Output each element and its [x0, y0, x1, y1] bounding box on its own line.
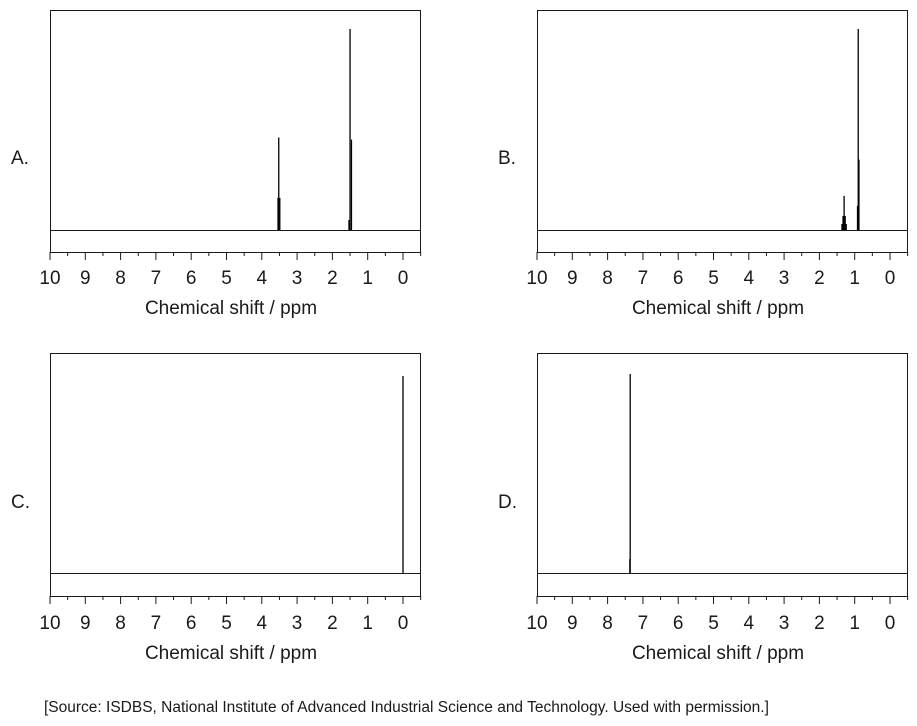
x-tick-label-d-2: 8: [602, 613, 613, 634]
x-tick-label-c-7: 3: [292, 613, 303, 634]
x-tick-label-a-5: 5: [221, 268, 232, 289]
x-tick-label-d-0: 10: [526, 613, 547, 634]
x-tick-label-b-6: 4: [744, 268, 755, 289]
x-tick-label-d-7: 3: [779, 613, 790, 634]
x-tick-label-b-9: 1: [849, 268, 860, 289]
x-tick-label-b-4: 6: [673, 268, 684, 289]
x-tick-label-a-2: 8: [115, 268, 126, 289]
x-tick-label-b-7: 3: [779, 268, 790, 289]
x-tick-label-b-3: 7: [638, 268, 649, 289]
x-tick-label-d-9: 1: [849, 613, 860, 634]
x-tick-label-c-8: 2: [327, 613, 338, 634]
x-tick-label-b-10: 0: [885, 268, 896, 289]
x-tick-label-a-0: 10: [39, 268, 60, 289]
panel-label-a: A.: [11, 148, 29, 169]
x-tick-label-d-3: 7: [638, 613, 649, 634]
x-tick-label-a-8: 2: [327, 268, 338, 289]
source-note: [Source: ISDBS, National Institute of Ad…: [44, 699, 769, 716]
x-tick-label-d-4: 6: [673, 613, 684, 634]
x-tick-label-a-7: 3: [292, 268, 303, 289]
x-tick-label-d-6: 4: [744, 613, 755, 634]
x-tick-label-a-3: 7: [151, 268, 162, 289]
panel-label-b: B.: [498, 148, 516, 169]
x-tick-label-a-9: 1: [362, 268, 373, 289]
x-tick-label-c-0: 10: [39, 613, 60, 634]
x-tick-label-d-10: 0: [885, 613, 896, 634]
plot-frame-a: [50, 10, 421, 253]
plot-frame-b: [537, 10, 908, 253]
x-tick-label-b-0: 10: [526, 268, 547, 289]
x-tick-label-c-6: 4: [257, 613, 268, 634]
x-tick-label-d-8: 2: [814, 613, 825, 634]
x-tick-label-a-4: 6: [186, 268, 197, 289]
x-tick-label-c-4: 6: [186, 613, 197, 634]
x-tick-label-c-3: 7: [151, 613, 162, 634]
panel-label-c: C.: [11, 492, 30, 513]
x-tick-label-d-5: 5: [708, 613, 719, 634]
x-tick-label-c-1: 9: [80, 613, 91, 634]
x-tick-label-c-10: 0: [398, 613, 409, 634]
x-tick-label-d-1: 9: [567, 613, 578, 634]
x-axis-title-c: Chemical shift / ppm: [145, 643, 317, 664]
plot-frame-d: [537, 353, 908, 597]
x-axis-title-a: Chemical shift / ppm: [145, 298, 317, 319]
x-tick-label-c-5: 5: [221, 613, 232, 634]
x-tick-label-a-10: 0: [398, 268, 409, 289]
x-axis-title-b: Chemical shift / ppm: [632, 298, 804, 319]
x-tick-label-b-8: 2: [814, 268, 825, 289]
plot-frame-c: [50, 353, 421, 597]
x-tick-label-b-2: 8: [602, 268, 613, 289]
x-tick-label-b-1: 9: [567, 268, 578, 289]
x-tick-label-b-5: 5: [708, 268, 719, 289]
panel-label-d: D.: [498, 492, 517, 513]
x-tick-label-a-6: 4: [257, 268, 268, 289]
x-tick-label-a-1: 9: [80, 268, 91, 289]
x-tick-label-c-9: 1: [362, 613, 373, 634]
x-axis-title-d: Chemical shift / ppm: [632, 643, 804, 664]
x-tick-label-c-2: 8: [115, 613, 126, 634]
